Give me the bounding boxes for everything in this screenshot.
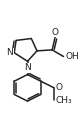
Text: N: N <box>24 63 31 72</box>
Text: CH₃: CH₃ <box>56 96 73 105</box>
Text: O: O <box>55 83 62 92</box>
Text: N: N <box>7 48 13 57</box>
Text: O: O <box>52 28 58 37</box>
Text: OH: OH <box>65 52 79 61</box>
